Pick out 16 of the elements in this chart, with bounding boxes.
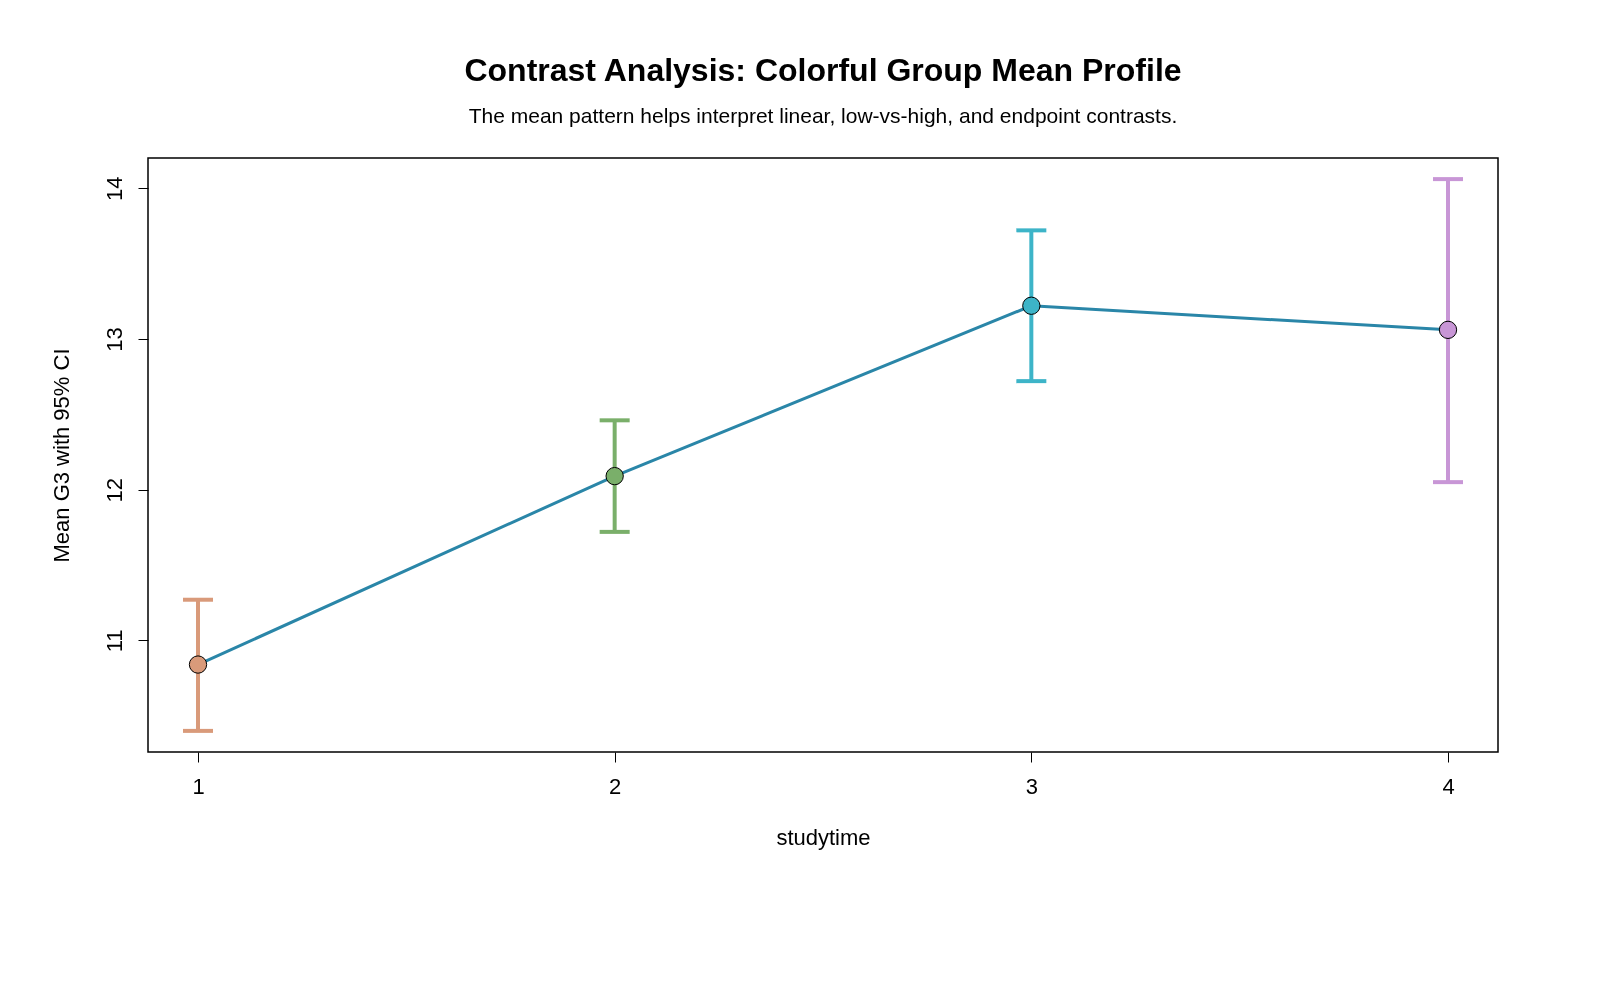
point	[1438, 320, 1458, 340]
y-tick-label: 14	[101, 176, 127, 201]
x-axis-title: studytime	[776, 824, 871, 850]
x-tick-label: 2	[609, 773, 622, 799]
y-tick-label: 11	[101, 629, 127, 653]
point	[188, 655, 208, 674]
y-tick-label: 13	[101, 327, 127, 352]
y-axis-title: Mean G3 with 95% CI	[48, 348, 74, 563]
x-tick-label: 4	[1442, 773, 1455, 799]
point	[1022, 296, 1041, 315]
point	[605, 466, 624, 486]
y-tick-label: 12	[101, 477, 127, 503]
x-tick-label: 1	[192, 773, 205, 799]
chart-title: Contrast Analysis: Colorful Group Mean Profile	[464, 52, 1182, 88]
chart-subtitle: The mean pattern helps interpret linear, low-vs-high, and endpoint contrasts.	[468, 104, 1178, 127]
x-tick-label: 3	[1025, 773, 1038, 799]
